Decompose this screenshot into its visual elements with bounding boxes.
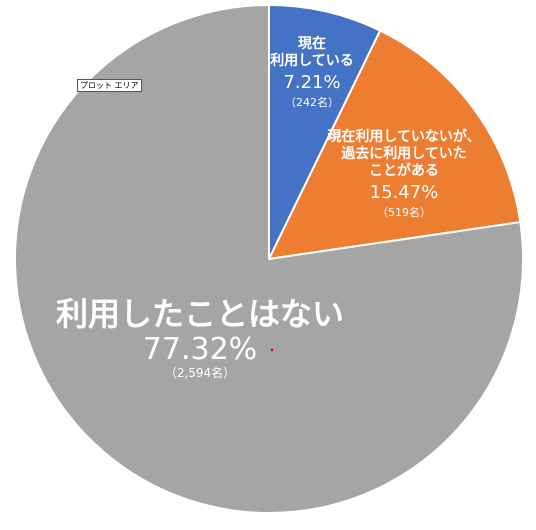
slice-label-1-line-1: 過去に利用していた (340, 145, 467, 162)
pie-slice-1 (267, 29, 522, 261)
pie-slice-0 (268, 3, 382, 260)
slice-count-0: （242名） (285, 95, 339, 109)
slice-label-1-line-0: 現在利用していないが、 (327, 128, 480, 145)
slice-count-2: （2,594名） (165, 365, 235, 380)
slice-label-0-line-0: 現在 (298, 35, 326, 52)
slice-label-2-line-0: 利用したことはない (56, 295, 344, 333)
slice-percent-1: 15.47% (370, 182, 439, 203)
slice-percent-0: 7.21% (283, 72, 340, 93)
data-point-marker (270, 348, 274, 352)
slice-label-0-line-1: 利用している (270, 52, 354, 69)
slice-label-1-line-2: ことがある (369, 162, 439, 179)
plot-area-tooltip: プロット エリア (77, 79, 142, 92)
slice-count-1: （519名） (377, 205, 431, 219)
pie-slice-2 (14, 3, 524, 514)
slice-percent-2: 77.32% (143, 332, 257, 367)
